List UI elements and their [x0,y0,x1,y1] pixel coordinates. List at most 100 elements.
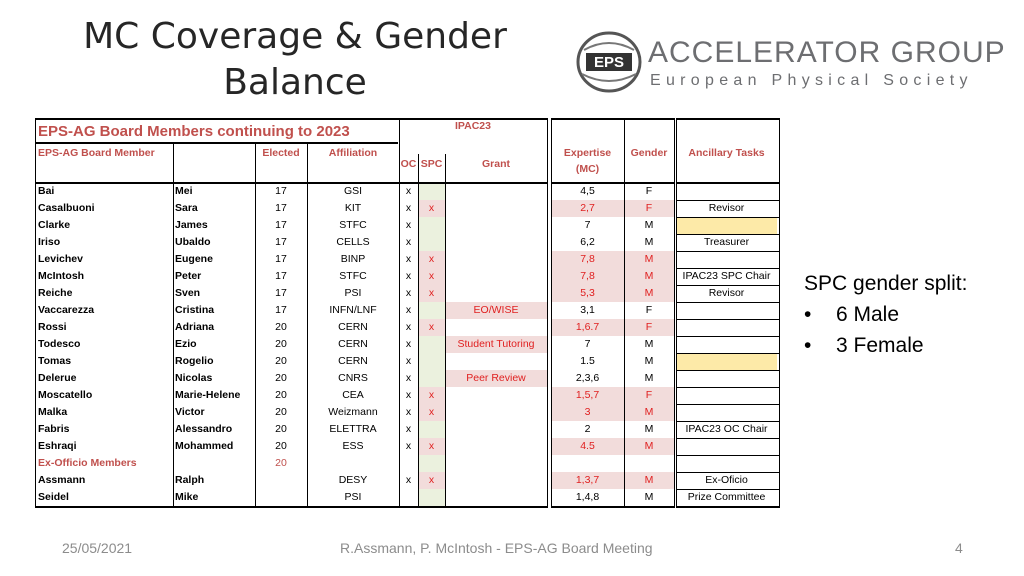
header-expertise-mc: (MC) [575,163,600,175]
oc-mark: x [405,423,412,435]
affiliation: ESS [342,440,364,452]
affiliation: DESY [338,474,368,486]
oc-mark: x [405,287,412,299]
grant-task [445,217,547,234]
member-last-name: Eshraqi [38,440,77,452]
expertise-mc: 3 [584,406,591,418]
elected-year: 17 [275,185,287,197]
oc-mark: x [405,440,412,452]
gender: F [645,202,653,214]
gender: M [644,406,654,418]
slide-title-line2: Balance [223,62,367,103]
member-first-name: Sven [175,287,201,299]
gender: M [644,219,654,231]
elected-year: 17 [275,270,287,282]
footer-date: 25/05/2021 [62,540,133,556]
oc-mark: x [405,185,412,197]
ancillary-row-line [676,386,779,388]
member-first-name: Ralph [175,474,205,486]
spc-mark: x [428,270,435,282]
grant-task [445,200,547,217]
member-first-name: Mike [175,491,199,503]
member-first-name: Alessandro [175,423,233,435]
expertise-mc: 7 [584,338,591,350]
ancillary-row-line [676,301,779,303]
gender: M [644,372,654,384]
header-elected: Elected [262,147,300,159]
oc-mark: x [405,389,412,401]
column-divider [306,142,308,508]
spc-mark: x [428,474,435,486]
spc-column-fill [418,421,445,438]
elected-year [255,472,307,489]
oc-mark: x [405,304,412,316]
member-last-name: Vaccarezza [38,304,95,316]
elected-year: 17 [275,236,287,248]
elected-year: 20 [275,355,287,367]
eps-emblem-icon: EPS [576,31,642,93]
elected-year: 20 [275,372,287,384]
grant-task [445,438,547,455]
member-last-name: McIntosh [38,270,85,282]
logo-line2: European Physical Society [650,72,973,89]
column-divider [398,118,400,508]
gender: M [644,474,654,486]
oc-mark: x [405,338,412,350]
affiliation: Weizmann [328,406,378,418]
header-affiliation: Affiliation [328,147,378,159]
expertise-mc: 1,4,8 [575,491,600,503]
elected-year: 20 [275,440,287,452]
spc-mark [418,421,445,438]
member-last-name: Malka [38,406,68,418]
row-highlight-expertise [551,251,624,268]
elected-year: 17 [275,253,287,265]
ancillary-task: Treasurer [703,236,750,248]
elected-year: 20 [275,321,287,333]
expertise-mc: 1,3,7 [575,474,600,486]
border-top-ipac [398,118,548,120]
slide-title: MC Coverage & Gender Balance [60,14,530,106]
gender: M [644,236,654,248]
spc-column-fill [418,234,445,251]
gender: M [644,423,654,435]
grant-fill [445,370,547,387]
oc-mark: x [405,219,412,231]
row-highlight-spc [418,268,445,285]
spc-mark [418,353,445,370]
member-last-name: Fabris [38,423,70,435]
row-highlight-gender [624,404,674,421]
spc-mark [418,217,445,234]
ancillary-row-line [676,284,779,286]
member-last-name: Casalbuoni [38,202,95,214]
expertise-mc: 2,3,6 [575,372,600,384]
header-grant: Grant [481,158,510,170]
spc-split-item: • 3 Female [804,330,967,361]
expertise-mc: 2 [584,423,591,435]
affiliation: PSI [344,287,362,299]
spc-split-item-text: 3 Female [836,334,924,357]
ancillary-task [676,353,777,370]
header-expertise: Expertise [563,147,612,159]
border-top-exp [551,118,674,120]
oc-mark: x [405,406,412,418]
oc-mark: x [405,355,412,367]
eps-ag-logo: EPS ACCELERATOR GROUP European Physical … [574,30,1005,94]
ancillary-task [676,387,777,404]
grant-task: Student Tutoring [457,338,535,350]
affiliation: CERN [338,355,368,367]
oc-mark: x [405,270,412,282]
row-highlight-spc [418,387,445,404]
expertise-mc: 4.5 [580,440,595,452]
member-last-name: Tomas [38,355,72,367]
section-title: EPS-AG Board Members continuing to 2023 [38,123,350,140]
gender: M [644,355,654,367]
spc-mark [418,370,445,387]
grant-task [445,387,547,404]
bullet-icon: • [804,303,812,326]
ancillary-row-line [676,250,779,252]
member-last-name: Iriso [38,236,61,248]
member-first-name: Cristina [175,304,215,316]
row-highlight-gender [624,319,674,336]
spc-mark: x [428,389,435,401]
member-first-name: Marie-Helene [175,389,241,401]
